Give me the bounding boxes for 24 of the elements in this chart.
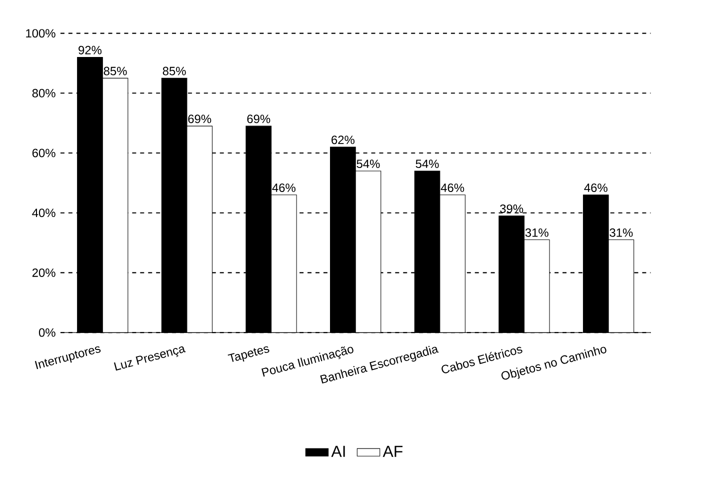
data-label: 92%: [78, 46, 102, 54]
data-label: 69%: [188, 114, 212, 124]
data-label: 62%: [332, 136, 354, 144]
y-tick-label: 20%: [32, 268, 56, 277]
y-tick-label: 80%: [32, 88, 56, 98]
data-label: 54%: [416, 160, 439, 168]
y-tick-label: 100%: [26, 28, 56, 38]
x-tick-label: Luz Presença: [114, 346, 186, 370]
x-tick-label: Tapetes: [228, 346, 270, 362]
data-label: 69%: [247, 114, 270, 124]
y-tick-label: 40%: [32, 208, 56, 217]
data-label: 85%: [104, 66, 127, 76]
data-label: 54%: [356, 160, 380, 168]
y-tick-label: 0%: [38, 328, 56, 337]
data-label: 46%: [584, 183, 608, 192]
data-label: 31%: [610, 228, 633, 237]
data-label: 46%: [272, 183, 296, 192]
data-label: 46%: [440, 183, 464, 192]
legend-label: AI: [331, 446, 345, 457]
data-label: 39%: [500, 204, 524, 213]
data-label: 85%: [162, 66, 186, 76]
data-label: 31%: [525, 228, 548, 237]
y-tick-label: 60%: [32, 148, 56, 158]
legend-label: AF: [382, 446, 402, 457]
